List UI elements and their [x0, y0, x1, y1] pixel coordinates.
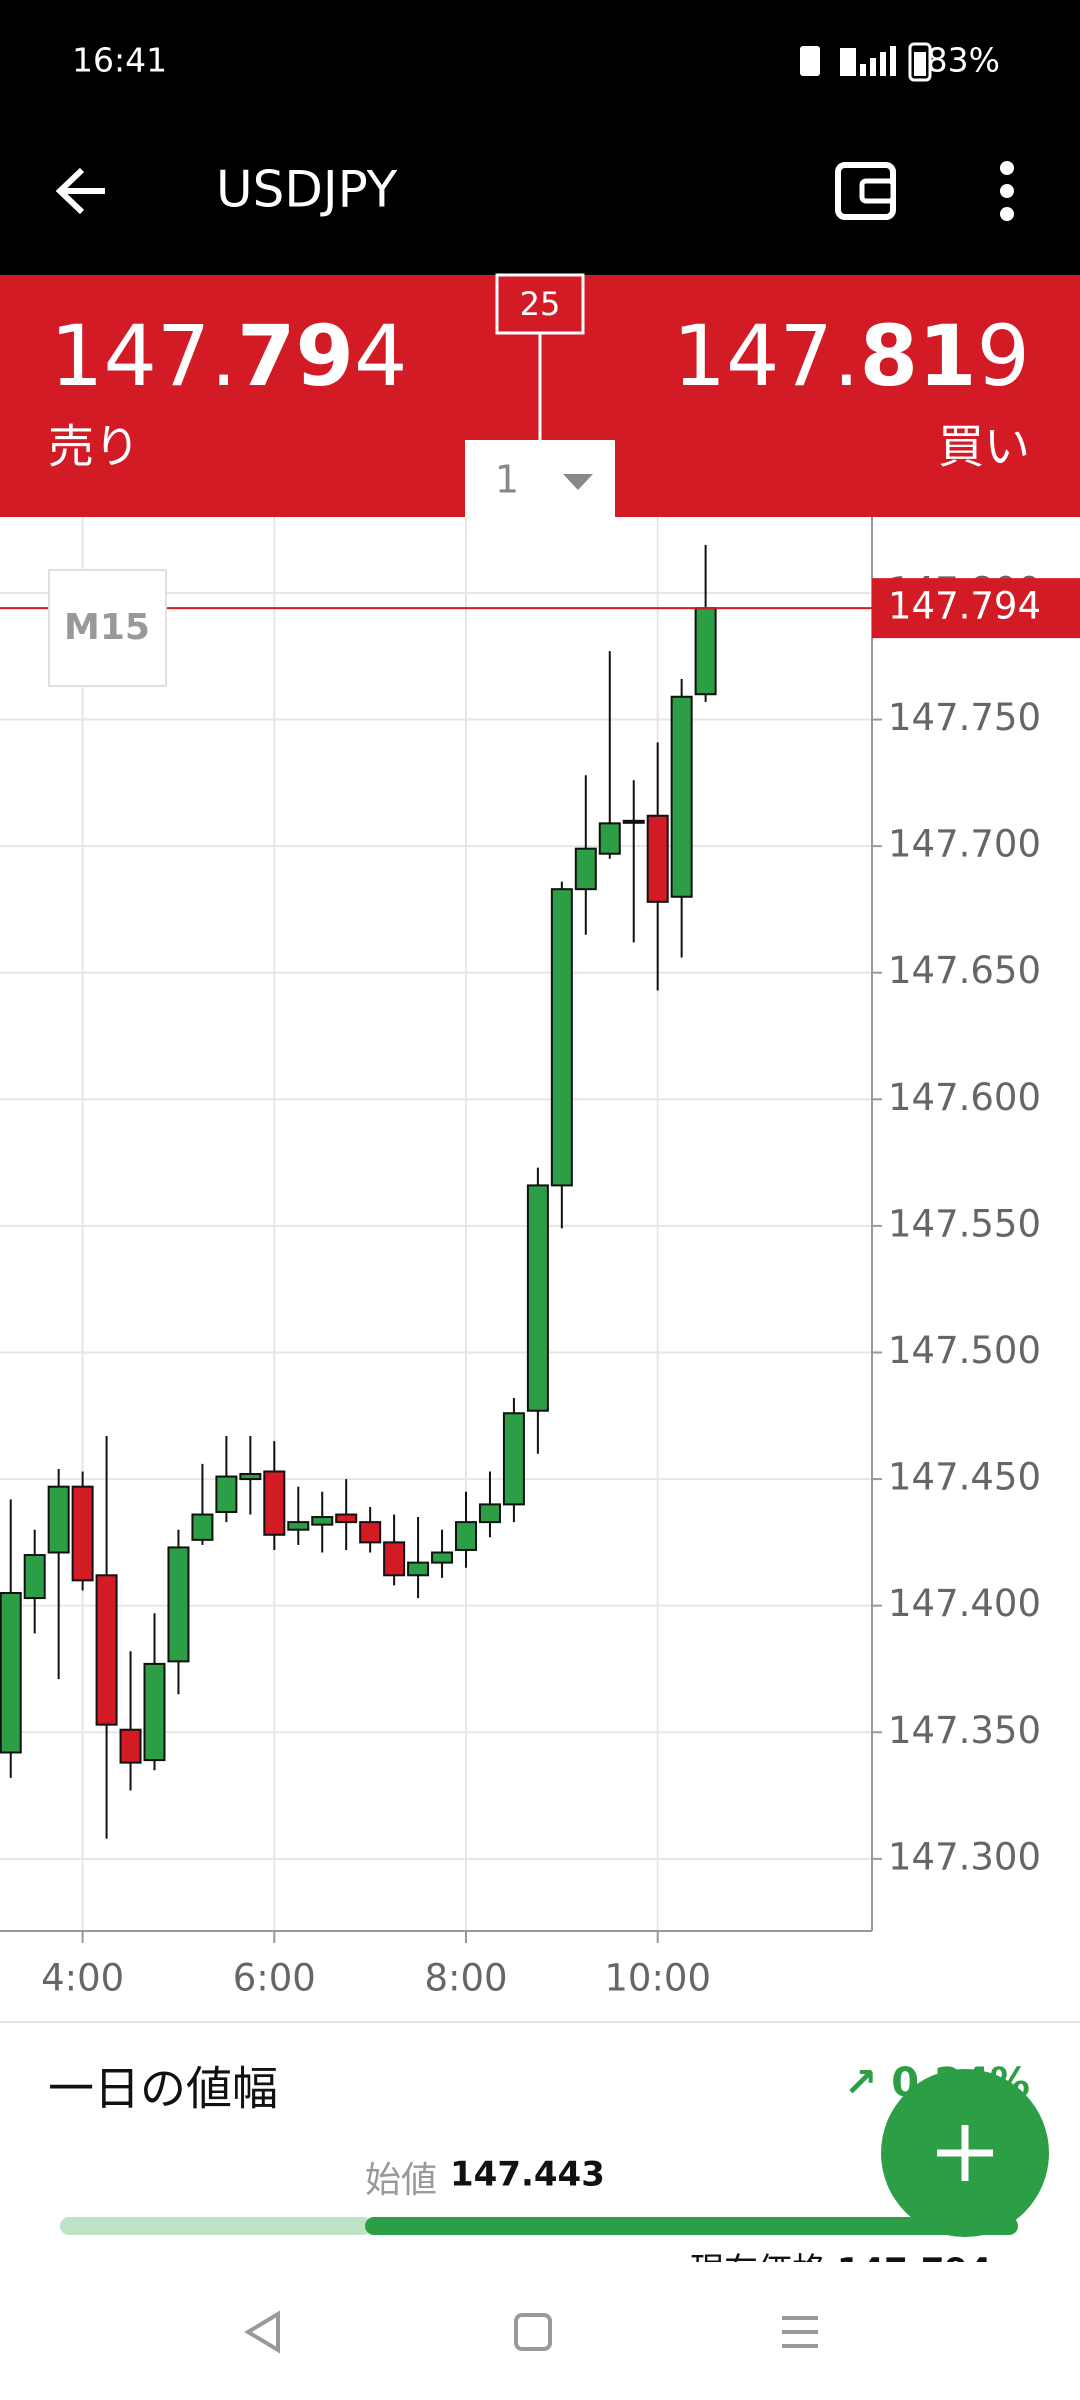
candle-body — [47, 1485, 70, 1554]
battery: 83% — [927, 41, 1000, 80]
candle-body — [550, 888, 573, 1187]
timeframe: M15 — [64, 607, 150, 648]
y-tick-label: 147.600 — [888, 1076, 1041, 1119]
price-part: 79 — [237, 307, 354, 405]
candle-body — [598, 822, 621, 855]
candle-body — [311, 1516, 334, 1526]
range-title: 一日の値幅 — [48, 2062, 278, 2116]
y-tick-label: 147.750 — [888, 696, 1041, 739]
nav-recents[interactable] — [782, 2316, 818, 2348]
candle-body — [646, 814, 669, 903]
candle-body — [478, 1503, 501, 1524]
lot-selector[interactable] — [465, 440, 615, 517]
candle-body — [454, 1521, 477, 1551]
buy-label: 買い — [938, 420, 1030, 474]
candle-body — [287, 1521, 310, 1531]
candle-body — [71, 1485, 94, 1582]
price-tag-label: 147.794 — [888, 585, 1041, 628]
candle-body — [191, 1513, 214, 1541]
lot: 1 — [495, 458, 519, 502]
candle-body — [23, 1554, 46, 1600]
candle-body — [119, 1728, 142, 1764]
nav-home[interactable] — [514, 2313, 552, 2351]
x-tick-label: 6:00 — [233, 1957, 316, 2000]
top-bar — [0, 0, 1080, 275]
open-label: 始値 — [365, 2160, 437, 2201]
y-tick-label: 147.450 — [888, 1456, 1041, 1499]
y-tick-label: 147.300 — [888, 1835, 1041, 1878]
range-bar-high — [365, 2217, 1018, 2235]
x-tick-label: 8:00 — [424, 1957, 507, 2000]
signal-icons — [800, 42, 932, 82]
price-tag — [872, 578, 1080, 639]
price-part: 147. — [673, 307, 860, 405]
wallet-button[interactable] — [835, 162, 896, 220]
nav-back[interactable] — [244, 2310, 280, 2354]
y-tick-label: 147.500 — [888, 1329, 1041, 1372]
price-part: 9 — [977, 307, 1030, 405]
open-value: 147.443 — [450, 2155, 605, 2195]
symbol-title: USDJPY — [216, 161, 398, 219]
candle-body — [335, 1513, 358, 1524]
candle-body — [383, 1541, 406, 1577]
candle-body — [431, 1551, 454, 1564]
candle-body — [143, 1662, 166, 1762]
y-tick-label: 147.400 — [888, 1582, 1041, 1625]
candle-body — [670, 695, 693, 898]
candle-body — [359, 1521, 382, 1544]
range-bar-low — [60, 2217, 372, 2235]
sell-price[interactable]: 147.794 — [50, 307, 407, 405]
price-part: 147. — [50, 307, 237, 405]
plus-icon — [937, 2125, 993, 2181]
candle-body — [502, 1412, 525, 1506]
candle-body — [215, 1475, 238, 1513]
y-tick-label: 147.650 — [888, 949, 1041, 992]
buy-price[interactable]: 147.819 — [673, 307, 1030, 405]
candle-body — [622, 819, 645, 824]
candle-body — [0, 1592, 22, 1754]
price-part: 4 — [354, 307, 407, 405]
menu-button[interactable] — [1000, 161, 1014, 221]
price-part: 81 — [860, 307, 977, 405]
y-tick-label: 147.700 — [888, 823, 1041, 866]
sell-label: 売り — [48, 420, 140, 474]
y-tick-label: 147.550 — [888, 1202, 1041, 1245]
candle-body — [167, 1546, 190, 1663]
candle-body — [263, 1470, 286, 1536]
chart: 147.300 147.350 147.400 147.450 147.500 147.5… — [0, 517, 1080, 2000]
candle-body — [694, 607, 717, 696]
candle-body — [407, 1561, 430, 1577]
candle-body — [239, 1473, 262, 1481]
candle-body — [574, 847, 597, 891]
timeframe-box — [48, 569, 167, 687]
candle-body — [526, 1184, 549, 1412]
dropdown-arrow — [563, 474, 593, 490]
y-tick-label: 147.350 — [888, 1709, 1041, 1752]
x-tick-label: 10:00 — [604, 1957, 711, 2000]
x-tick-label: 4:00 — [41, 1957, 124, 2000]
spread: 25 — [520, 285, 561, 323]
nav-bar — [0, 2262, 1080, 2400]
clock: 16:41 — [72, 41, 167, 80]
back-button[interactable] — [55, 167, 105, 215]
candle-body — [95, 1574, 118, 1726]
